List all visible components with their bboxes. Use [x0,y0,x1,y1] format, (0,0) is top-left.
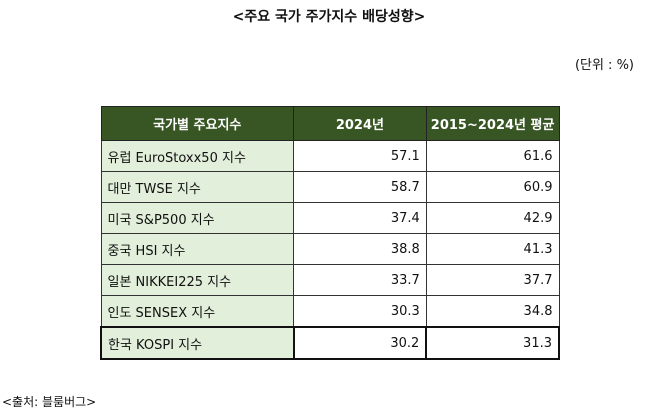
value-2024-cell: 58.7 [293,171,427,203]
page-title: <주요 국가 주가지수 배당성향> [232,9,426,25]
average-cell: 61.6 [425,140,560,172]
table-row: 인도 SENSEX 지수 30.3 34.8 [100,295,560,328]
average-cell: 34.8 [425,295,560,328]
index-name-cell: 한국 KOSPI 지수 [100,326,295,360]
average-cell: 42.9 [425,202,560,234]
average-cell: 31.3 [425,326,560,360]
table-row: 대만 TWSE 지수 58.7 60.9 [100,171,560,203]
dividend-payout-table: 국가별 주요지수 2024년 2015~2024년 평균 유럽 EuroStox… [100,106,560,360]
unit-label: (단위 : %) [574,58,634,73]
average-cell: 37.7 [425,264,560,296]
index-name-cell: 미국 S&P500 지수 [100,202,295,234]
table-row: 한국 KOSPI 지수 30.2 31.3 [100,326,560,360]
index-name-cell: 일본 NIKKEI225 지수 [100,264,295,296]
index-name-cell: 유럽 EuroStoxx50 지수 [100,140,295,172]
value-2024-cell: 30.3 [293,295,427,328]
index-name-cell: 중국 HSI 지수 [100,233,295,265]
table-header: 국가별 주요지수 2024년 2015~2024년 평균 [100,106,560,141]
header-index: 국가별 주요지수 [100,106,295,141]
table-row: 중국 HSI 지수 38.8 41.3 [100,233,560,265]
header-average: 2015~2024년 평균 [425,106,560,141]
table-row: 유럽 EuroStoxx50 지수 57.1 61.6 [100,140,560,172]
value-2024-cell: 57.1 [293,140,427,172]
index-name-cell: 인도 SENSEX 지수 [100,295,295,328]
header-2024: 2024년 [293,106,427,141]
table-row: 미국 S&P500 지수 37.4 42.9 [100,202,560,234]
average-cell: 41.3 [425,233,560,265]
value-2024-cell: 30.2 [292,326,428,360]
value-2024-cell: 33.7 [293,264,427,296]
value-2024-cell: 38.8 [293,233,427,265]
value-2024-cell: 37.4 [293,202,427,234]
table-row: 일본 NIKKEI225 지수 33.7 37.7 [100,264,560,296]
average-cell: 60.9 [425,171,560,203]
index-name-cell: 대만 TWSE 지수 [100,171,295,203]
source-note: <출처: 블룸버그> [2,395,97,409]
